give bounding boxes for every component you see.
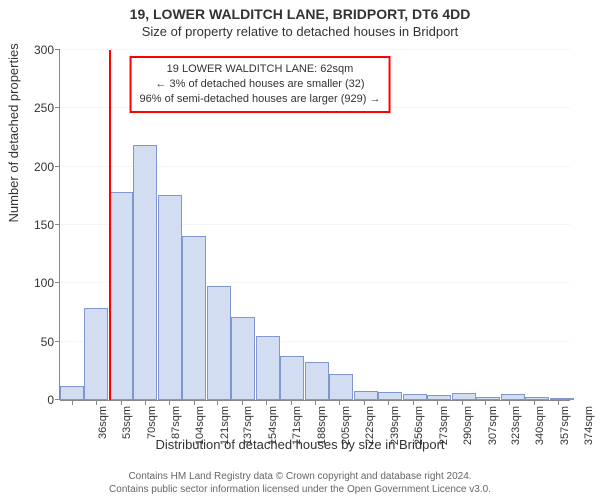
x-axis: [60, 400, 570, 401]
histogram-bar: [207, 286, 231, 400]
callout-line: ← 3% of detached houses are smaller (32): [140, 77, 381, 92]
footer-line-2: Contains public sector information licen…: [0, 483, 600, 496]
y-tick-label: 200: [34, 160, 54, 174]
page-title: 19, LOWER WALDITCH LANE, BRIDPORT, DT6 4…: [0, 6, 600, 22]
page-subtitle: Size of property relative to detached ho…: [0, 24, 600, 39]
y-axis-label: Number of detached properties: [6, 43, 21, 222]
histogram-bar: [256, 336, 280, 400]
histogram-bar: [280, 356, 304, 400]
histogram-bar: [60, 386, 84, 400]
plot-area: 05010015020025030036sqm53sqm70sqm87sqm10…: [60, 50, 570, 400]
footer-line-1: Contains HM Land Registry data © Crown c…: [0, 470, 600, 483]
histogram-bar: [231, 317, 255, 400]
y-tick-label: 50: [41, 335, 54, 349]
histogram-bar: [354, 391, 378, 400]
histogram-bar: [378, 392, 402, 400]
callout-line: 96% of semi-detached houses are larger (…: [140, 92, 381, 107]
histogram-bar: [158, 195, 182, 400]
histogram-bar: [329, 374, 353, 400]
y-tick-label: 250: [34, 101, 54, 115]
y-tick-label: 300: [34, 43, 54, 57]
histogram-bar: [452, 393, 476, 400]
gridline: [60, 49, 570, 50]
y-tick-label: 100: [34, 276, 54, 290]
histogram-bar: [84, 308, 108, 400]
x-axis-label: Distribution of detached houses by size …: [0, 437, 600, 452]
histogram-bar: [182, 236, 206, 401]
chart-container: 19, LOWER WALDITCH LANE, BRIDPORT, DT6 4…: [0, 0, 600, 500]
reference-line: [109, 50, 111, 400]
y-axis: [59, 50, 60, 400]
y-tick-label: 0: [47, 393, 54, 407]
y-tick-label: 150: [34, 218, 54, 232]
histogram-bar: [109, 192, 133, 400]
callout-box: 19 LOWER WALDITCH LANE: 62sqm← 3% of det…: [130, 56, 391, 113]
callout-line: 19 LOWER WALDITCH LANE: 62sqm: [140, 62, 381, 77]
attribution-footer: Contains HM Land Registry data © Crown c…: [0, 470, 600, 496]
histogram-bar: [133, 145, 157, 401]
histogram-bar: [305, 362, 329, 401]
